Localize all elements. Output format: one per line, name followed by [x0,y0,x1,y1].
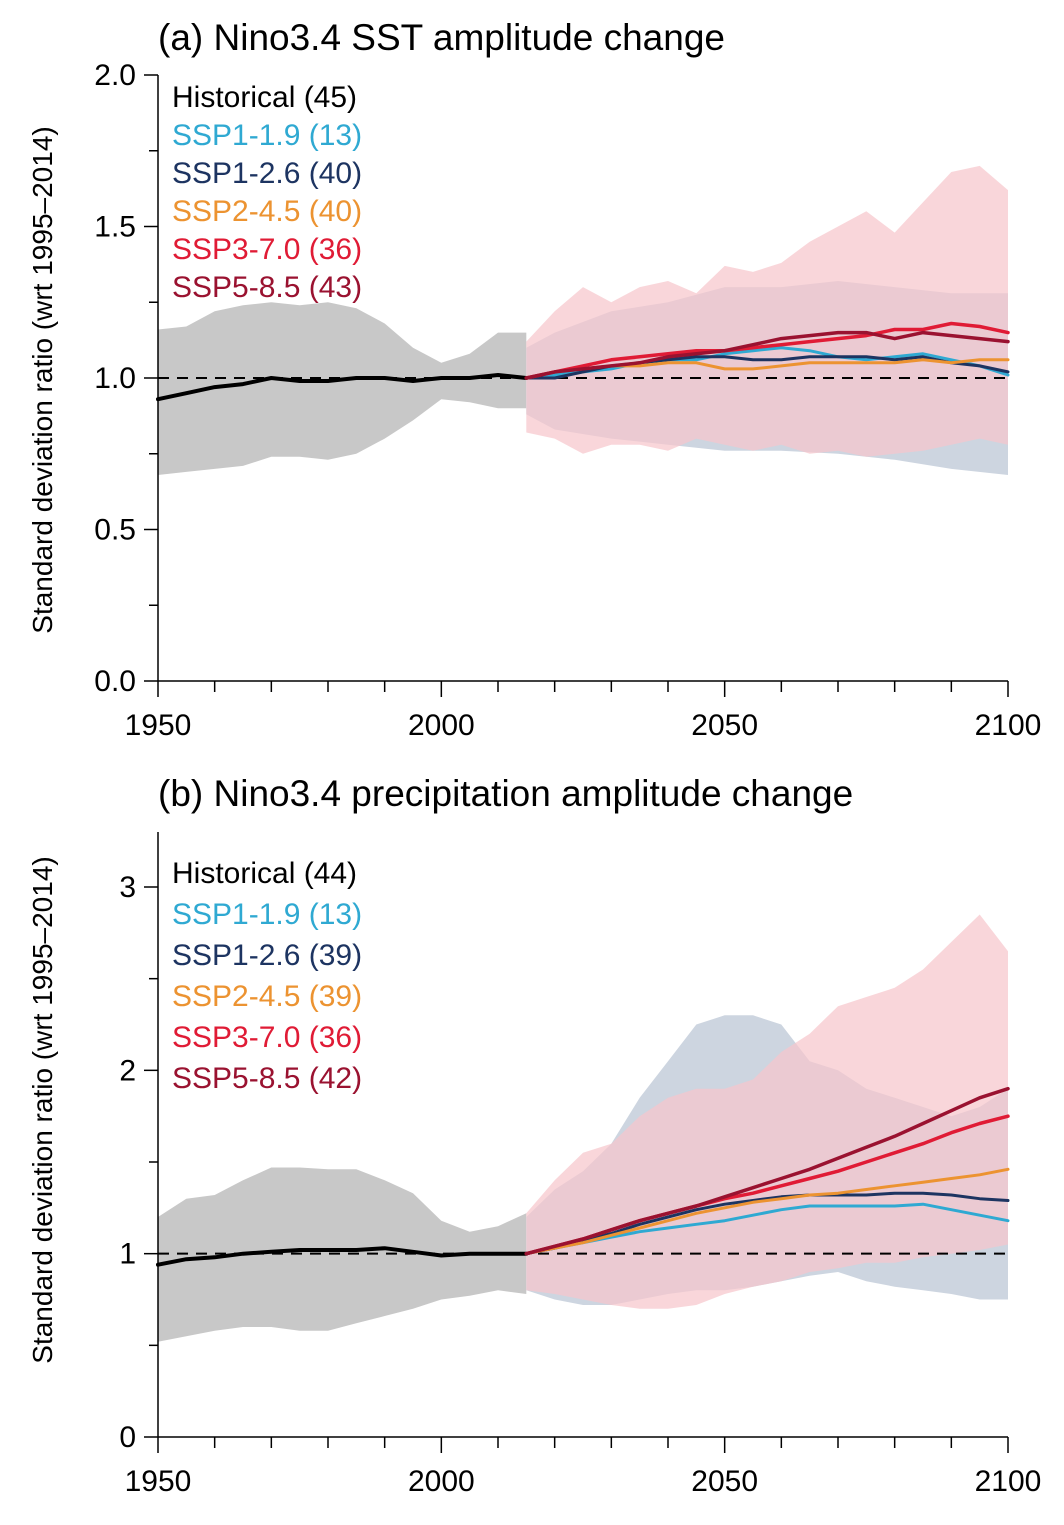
panel-a-band-ssp3-7-0-range [526,165,1008,457]
panel-a-legend-entry: SSP3-7.0 (36) [172,233,362,266]
panel-a-legend-entry: SSP5-8.5 (43) [172,271,362,304]
panel-b-legend-entry: SSP3-7.0 (36) [172,1021,362,1054]
panel-a-series-historical [156,373,529,402]
panel-a-series-lines [156,321,1010,402]
panel-a-legend-entry: SSP2-4.5 (40) [172,195,362,228]
panel-a-series-ssp5-8-5 [524,330,1010,380]
panel-b-y-tick-label: 0 [119,1421,136,1454]
panel-a-y-tick-label: 1.0 [94,362,136,395]
panel-a-legend-entry: SSP1-2.6 (40) [172,157,362,190]
panel-b-y-tick-label: 1 [119,1238,136,1271]
panel-b-legend-entry: Historical (44) [172,857,357,890]
panel-b-y-axis-label: Standard deviation ratio (wrt 1995–2014) [27,856,58,1363]
panel-b-legend-entry: SSP2-4.5 (39) [172,980,362,1013]
panel-a-x-tick-label: 2100 [975,709,1042,742]
panel-b-x-tick-label: 1950 [125,1465,192,1498]
panel-b-y-tick-label: 2 [119,1054,136,1087]
panel-b-legend-entry: SSP1-1.9 (13) [172,898,362,931]
panel-b-x-tick-label: 2050 [691,1465,758,1498]
panel-a-y-tick-label: 0.5 [94,514,136,547]
panel-a-legend-entry: Historical (45) [172,81,357,114]
panel-b-x-tick-label: 2000 [408,1465,475,1498]
panel-a-series-ssp1-1-9 [524,346,1010,380]
panel-a-y-tick-label: 2.0 [94,59,136,92]
panel-a-band-historical-range [158,302,527,475]
panel-b-axes: 1950 2000 2050 2100 0 1 2 3 [119,832,1041,1498]
panel-a-y-tick-label: 0.0 [94,665,136,698]
panel-b-series-historical [156,1246,529,1267]
panel-b-band-historical-range [158,1167,527,1342]
panel-a-x-tick-label: 2050 [691,709,758,742]
panel-a: (a) Nino3.4 SST amplitude change Standar… [27,17,1041,742]
panel-a-x-tick-label: 1950 [125,709,192,742]
panel-b-legend-entry: SSP1-2.6 (39) [172,939,362,972]
panel-b: (b) Nino3.4 precipitation amplitude chan… [27,773,1041,1498]
panel-b-band-ssp3-7-0-range [526,914,1008,1309]
panel-a-axes: 1950 2000 2050 2100 0.0 0.5 1.0 1.5 2.0 [94,59,1041,742]
panel-b-title: (b) Nino3.4 precipitation amplitude chan… [158,773,853,814]
panel-b-series-ssp1-1-9 [524,1202,1010,1256]
panel-b-x-tick-label: 2100 [975,1465,1042,1498]
panel-a-y-axis-label: Standard deviation ratio (wrt 1995–2014) [27,126,58,633]
panel-a-y-tick-label: 1.5 [94,211,136,244]
panel-b-series-ssp2-4-5 [524,1167,1010,1256]
panel-a-series-ssp3-7-0 [524,321,1010,380]
panel-b-legend-entry: SSP5-8.5 (42) [172,1062,362,1095]
panel-a-x-tick-label: 2000 [408,709,475,742]
panel-b-y-tick-label: 3 [119,871,136,904]
panel-a-legend: Historical (45) SSP1-1.9 (13) SSP1-2.6 (40… [172,81,362,304]
panel-a-title: (a) Nino3.4 SST amplitude change [158,17,725,58]
panel-b-series-ssp1-2-6 [524,1191,1010,1256]
panel-b-series-ssp5-8-5 [524,1086,1010,1256]
panel-b-legend: Historical (44) SSP1-1.9 (13) SSP1-2.6 (39… [172,857,362,1095]
panel-b-series-lines [156,1086,1010,1267]
panel-a-legend-entry: SSP1-1.9 (13) [172,119,362,152]
panel-b-bands [158,914,1008,1342]
